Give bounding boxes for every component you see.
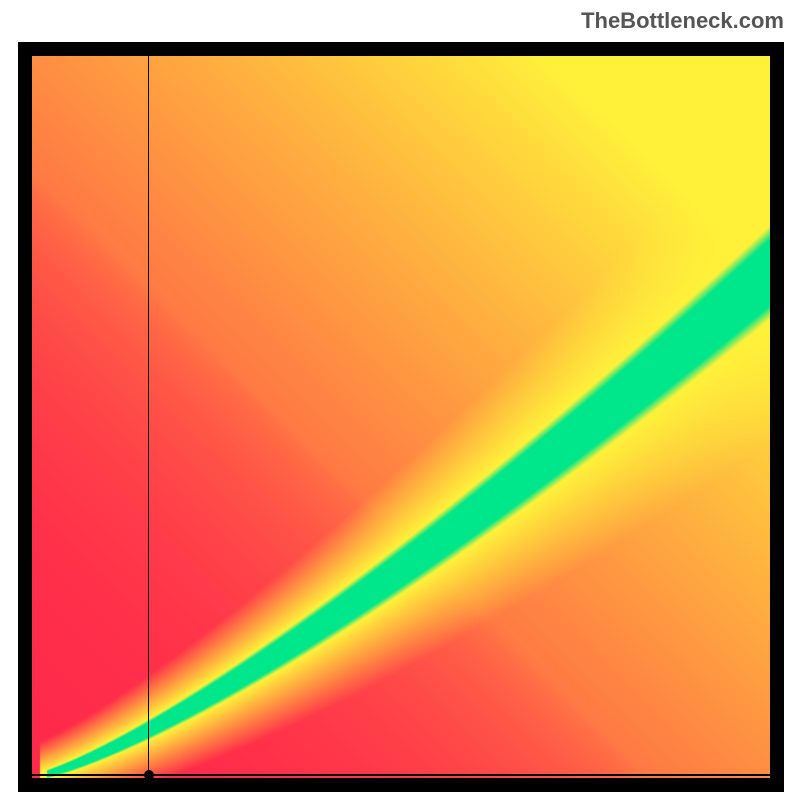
crosshair-baseline (32, 774, 770, 776)
heatmap-canvas (32, 56, 770, 778)
watermark-text: TheBottleneck.com (581, 8, 784, 34)
crosshair-vertical (148, 56, 150, 778)
marker-dot (144, 770, 154, 778)
plot-area (32, 56, 770, 778)
